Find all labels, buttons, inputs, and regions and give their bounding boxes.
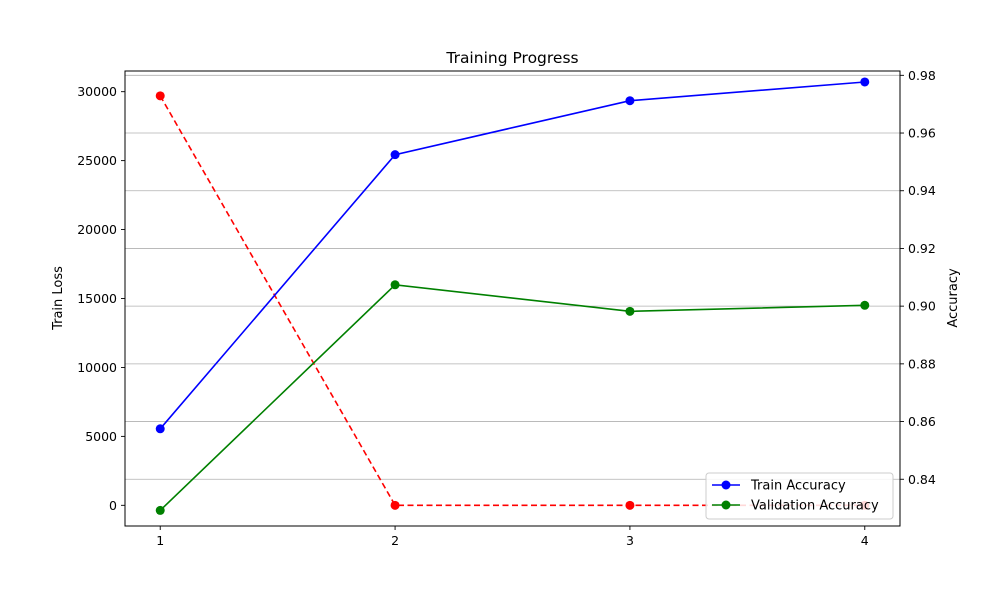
x-tick-label: 1 <box>156 533 164 548</box>
legend-validation-accuracy-marker <box>721 500 731 510</box>
train-loss-point <box>390 500 400 510</box>
chart-title: Training Progress <box>445 49 578 67</box>
y-right-tick-label: 0.84 <box>908 472 936 487</box>
validation-accuracy-point <box>390 280 400 290</box>
y-left-tick-label: 10000 <box>77 360 117 375</box>
legend-train-accuracy-label: Train Accuracy <box>750 479 846 494</box>
legend-box <box>705 472 894 520</box>
train-accuracy-point <box>390 150 400 160</box>
y-left-tick-label: 15000 <box>77 291 117 306</box>
y-left-tick-label: 25000 <box>77 153 117 168</box>
y-right-tick-label: 0.90 <box>908 299 936 314</box>
grid <box>125 74 900 480</box>
train-loss-point <box>625 500 635 510</box>
x-tick-label: 2 <box>391 533 399 548</box>
y-right-tick-label: 0.88 <box>908 356 936 371</box>
plot-area <box>155 77 870 515</box>
axes: 1 2 3 4 0 5000 10000 15000 20000 25000 30000 0.84 0.… <box>77 68 936 548</box>
y-right-tick-label: 0.94 <box>908 183 936 198</box>
train-loss-point <box>155 91 165 101</box>
train-accuracy-point <box>155 424 165 434</box>
y-right-tick-label: 0.86 <box>908 414 936 429</box>
validation-accuracy-point <box>860 300 870 310</box>
validation-accuracy-line <box>159 283 865 511</box>
legend-train-accuracy-marker <box>721 480 731 490</box>
x-tick-label: 3 <box>626 533 634 548</box>
validation-accuracy-point <box>625 306 635 316</box>
x-tick-label: 4 <box>861 533 869 548</box>
y-right-tick-label: 0.92 <box>908 241 936 256</box>
train-accuracy-point <box>860 77 870 87</box>
validation-accuracy-point <box>155 505 165 515</box>
legend-validation-accuracy-label: Validation Accuracy <box>751 499 879 514</box>
y-left-tick-label: 5000 <box>85 429 117 444</box>
train-loss-line <box>159 95 865 507</box>
y-right-tick-label: 0.98 <box>908 68 936 83</box>
y-right-tick-label: 0.96 <box>908 126 936 141</box>
train-accuracy-line <box>159 81 865 430</box>
legend: Train Accuracy Validation Accuracy <box>705 472 894 520</box>
y-left-tick-label: 20000 <box>77 222 117 237</box>
y-left-tick-label: 0 <box>109 498 117 513</box>
train-accuracy-point <box>625 96 635 106</box>
y-left-tick-label: 30000 <box>77 84 117 99</box>
y-axis-left-label: Train Loss <box>51 266 66 331</box>
y-axis-right-label: Accuracy <box>946 268 961 328</box>
